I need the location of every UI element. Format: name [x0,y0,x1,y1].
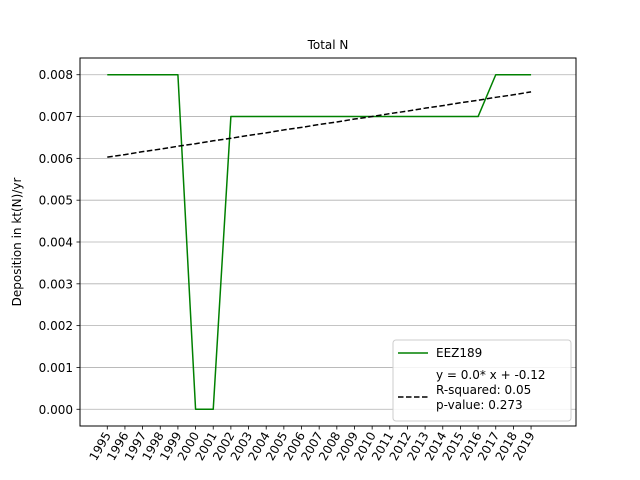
y-tick-label: 0.008 [39,68,73,82]
y-tick-label: 0.003 [39,277,73,291]
y-tick-label: 0.006 [39,152,73,166]
series-line-eez189 [107,73,532,411]
legend-box [392,339,572,422]
legend: EEZ189 y = 0.0* x + -0.12 R-squared: 0.0… [392,339,572,422]
x-axis: 1995199619971998199920002001200220032004… [86,426,538,463]
legend-label-eez189: EEZ189 [436,346,482,360]
legend-label-trend-p-value: p-value: 0.273 [436,398,523,412]
grid-lines [80,74,576,410]
y-tick-label: 0.007 [39,110,73,124]
y-tick-label: 0.005 [39,194,73,208]
series-layer [107,73,532,411]
y-axis: 0.000 0.001 0.002 0.003 0.004 0.005 0.006 0.007… [39,68,80,417]
legend-label-trend-r-squared: R-squared: 0.05 [436,383,531,397]
trend-line [107,91,532,158]
y-tick-label: 0.000 [39,403,73,417]
y-tick-label: 0.001 [39,361,73,375]
y-axis-label: Deposition in kt(N)/yr [10,178,24,307]
legend-label-trend-equation: y = 0.0* x + -0.12 [436,368,546,382]
y-tick-label: 0.002 [39,319,73,333]
y-tick-label: 0.004 [39,236,73,250]
chart-title: Total N [307,38,349,52]
